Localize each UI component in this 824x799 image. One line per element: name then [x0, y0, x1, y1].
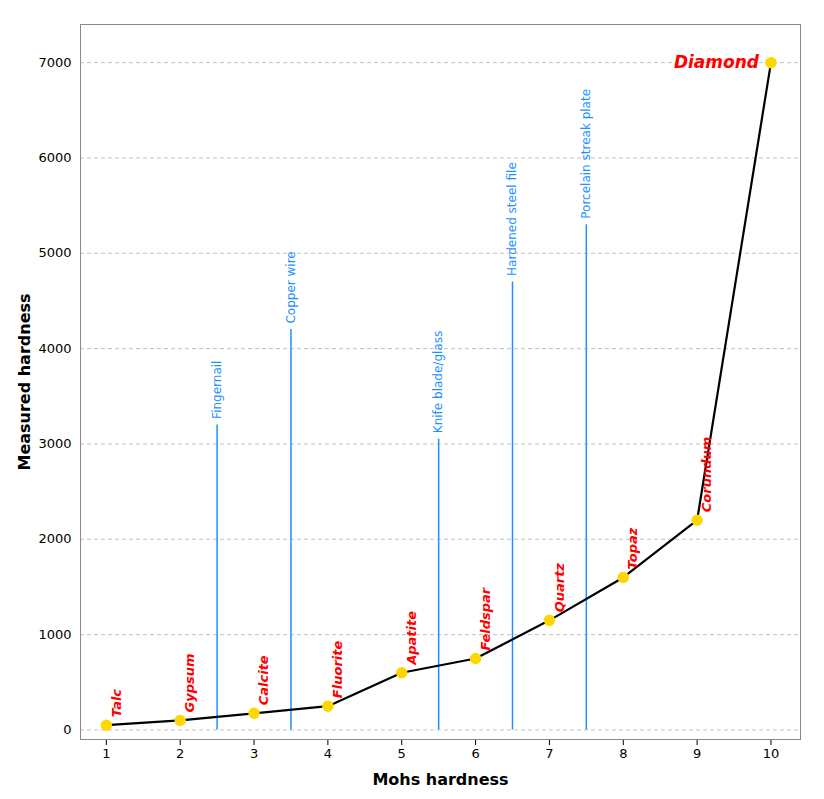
svg-text:3000: 3000: [38, 436, 71, 451]
svg-text:4: 4: [324, 746, 332, 761]
svg-text:Diamond: Diamond: [674, 52, 760, 72]
svg-text:3: 3: [250, 746, 258, 761]
svg-text:0: 0: [63, 722, 71, 737]
svg-text:2000: 2000: [38, 531, 71, 546]
svg-text:Porcelain streak plate: Porcelain streak plate: [579, 89, 593, 219]
svg-text:7000: 7000: [38, 55, 71, 70]
svg-text:9: 9: [693, 746, 701, 761]
svg-text:7: 7: [545, 746, 553, 761]
svg-text:Quartz: Quartz: [552, 563, 567, 613]
svg-text:Apatite: Apatite: [404, 611, 419, 666]
svg-text:5000: 5000: [38, 245, 71, 260]
svg-text:Copper wire: Copper wire: [284, 251, 298, 323]
svg-text:Measured hardness: Measured hardness: [15, 293, 34, 470]
svg-text:Feldspar: Feldspar: [478, 586, 493, 650]
svg-text:Knife blade/glass: Knife blade/glass: [431, 331, 445, 433]
svg-text:Fingernail: Fingernail: [210, 361, 224, 419]
svg-text:5: 5: [398, 746, 406, 761]
svg-text:6000: 6000: [38, 150, 71, 165]
svg-text:6: 6: [471, 746, 479, 761]
svg-text:Fluorite: Fluorite: [330, 641, 345, 699]
svg-text:4000: 4000: [38, 341, 71, 356]
svg-text:1000: 1000: [38, 627, 71, 642]
svg-text:8: 8: [619, 746, 627, 761]
svg-text:1: 1: [102, 746, 110, 761]
svg-text:2: 2: [176, 746, 184, 761]
svg-text:Corundum: Corundum: [699, 437, 714, 513]
svg-text:Topaz: Topaz: [625, 527, 640, 569]
svg-text:10: 10: [763, 746, 780, 761]
svg-text:Calcite: Calcite: [256, 655, 271, 705]
svg-text:Hardened steel file: Hardened steel file: [505, 162, 519, 276]
svg-text:Mohs hardness: Mohs hardness: [372, 770, 508, 789]
svg-text:Talc: Talc: [109, 689, 124, 718]
svg-text:Gypsum: Gypsum: [182, 653, 197, 712]
